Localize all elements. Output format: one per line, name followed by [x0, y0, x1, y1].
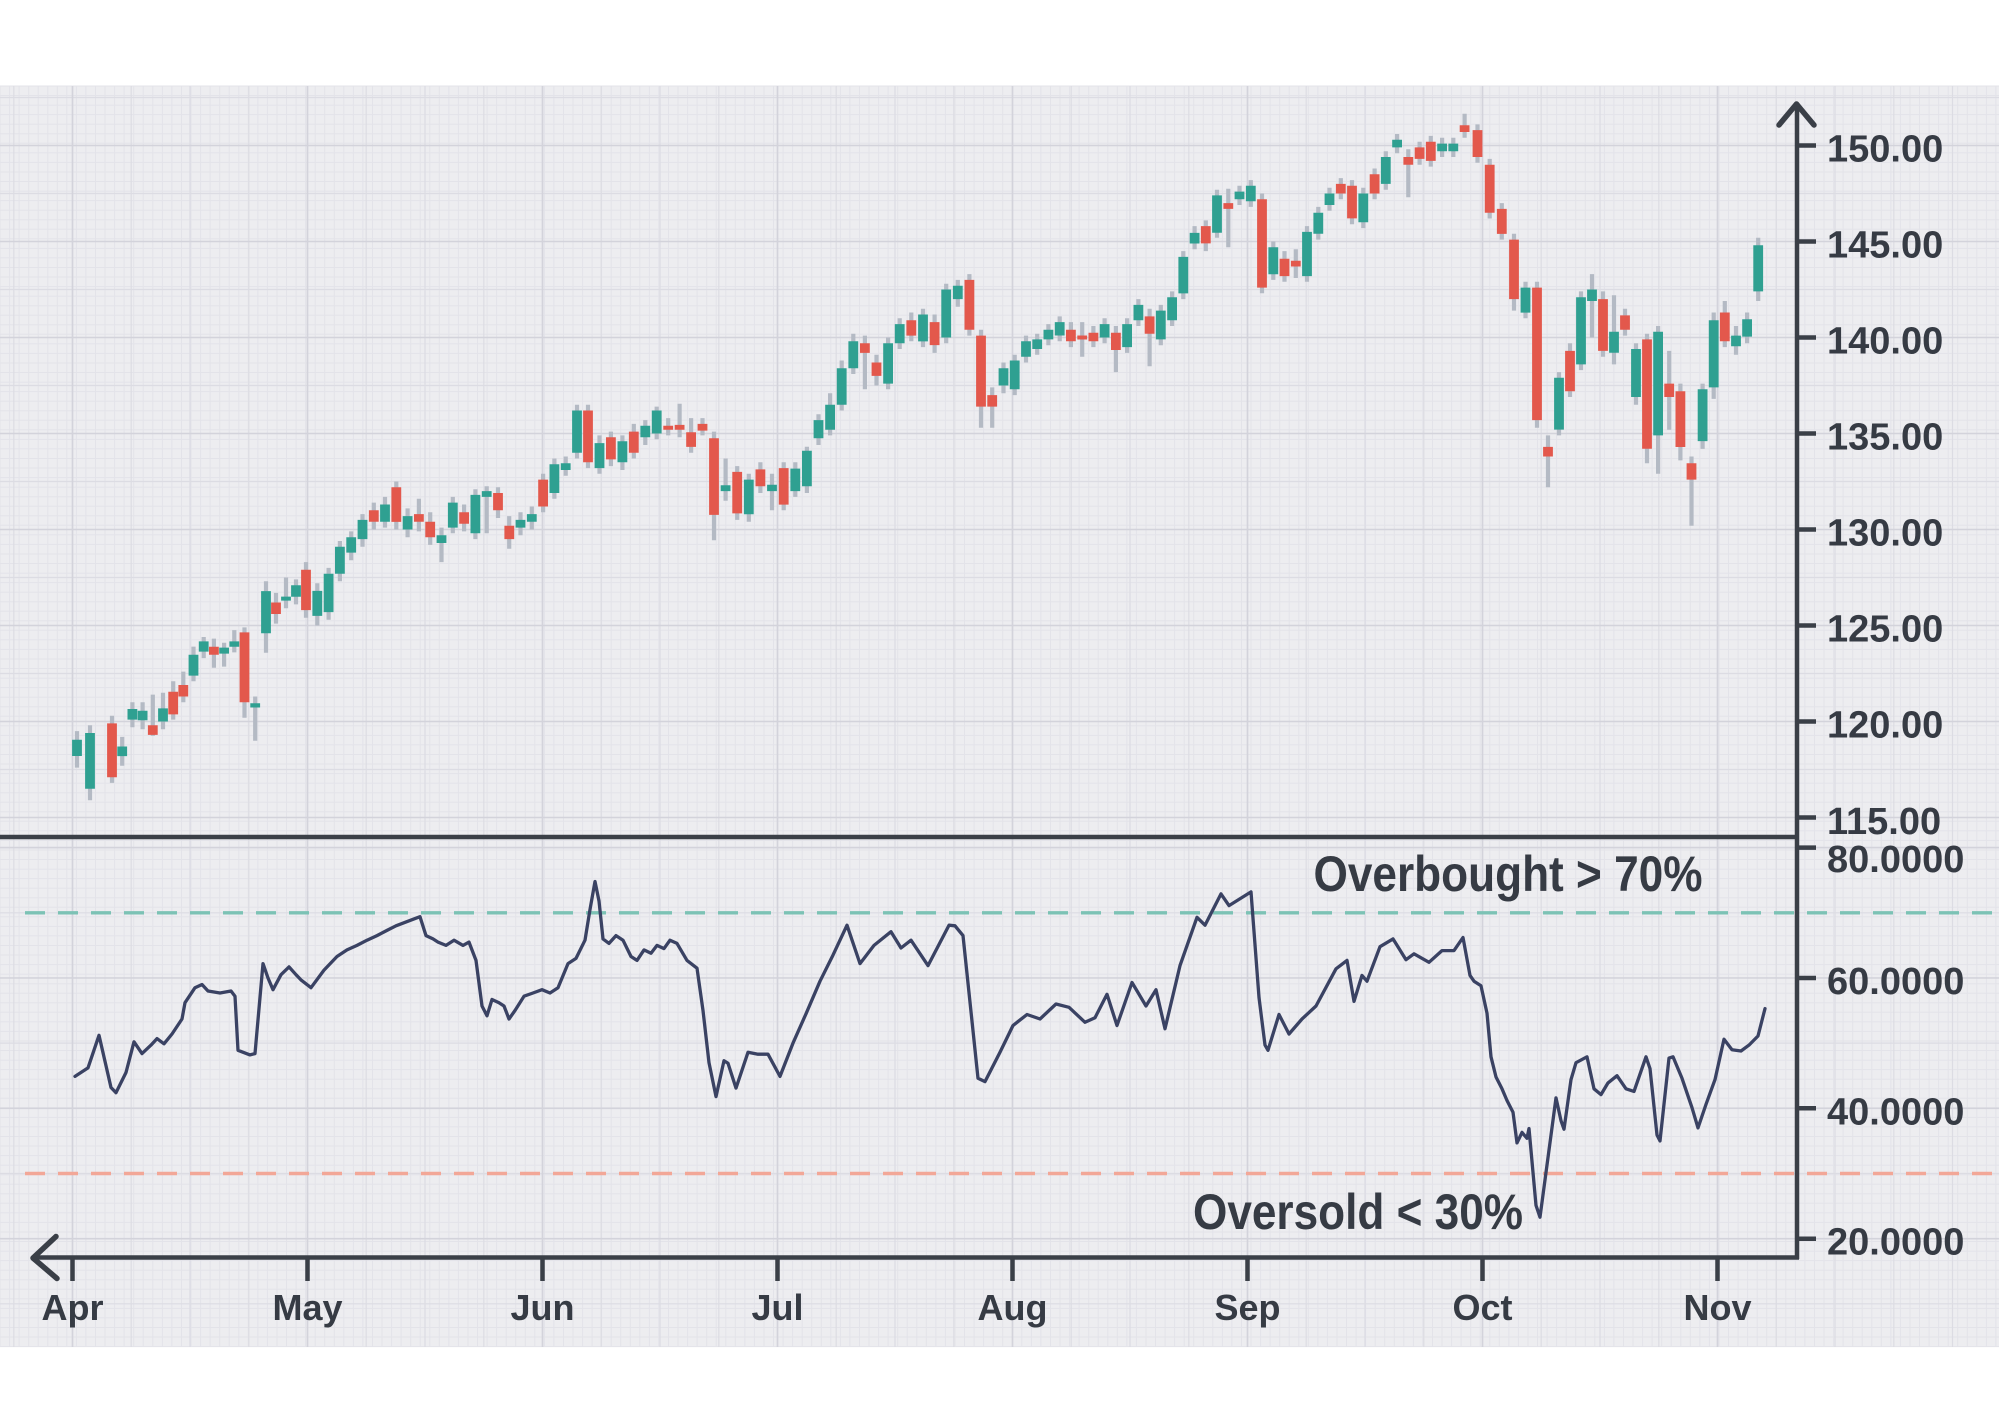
svg-text:Jul: Jul — [751, 1287, 803, 1328]
svg-text:Overbought > 70%: Overbought > 70% — [1314, 846, 1703, 902]
svg-text:130.00: 130.00 — [1827, 513, 1943, 555]
svg-text:Nov: Nov — [1683, 1287, 1751, 1328]
svg-text:40.0000: 40.0000 — [1827, 1091, 1964, 1133]
svg-text:Jun: Jun — [510, 1287, 574, 1328]
svg-text:20.0000: 20.0000 — [1827, 1222, 1964, 1264]
svg-text:140.00: 140.00 — [1827, 321, 1943, 363]
svg-text:125.00: 125.00 — [1827, 609, 1943, 651]
svg-text:80.0000: 80.0000 — [1827, 839, 1964, 881]
svg-text:120.00: 120.00 — [1827, 705, 1943, 747]
svg-text:135.00: 135.00 — [1827, 417, 1943, 459]
svg-text:115.00: 115.00 — [1827, 801, 1941, 843]
svg-text:60.0000: 60.0000 — [1827, 961, 1964, 1003]
svg-text:May: May — [272, 1287, 342, 1328]
svg-text:Oversold < 30%: Oversold < 30% — [1193, 1184, 1523, 1240]
svg-text:Sep: Sep — [1214, 1287, 1280, 1328]
svg-text:150.00: 150.00 — [1827, 129, 1943, 171]
svg-text:Oct: Oct — [1452, 1287, 1512, 1328]
svg-text:145.00: 145.00 — [1827, 225, 1943, 267]
svg-text:Aug: Aug — [978, 1287, 1048, 1328]
svg-text:Apr: Apr — [42, 1287, 104, 1328]
